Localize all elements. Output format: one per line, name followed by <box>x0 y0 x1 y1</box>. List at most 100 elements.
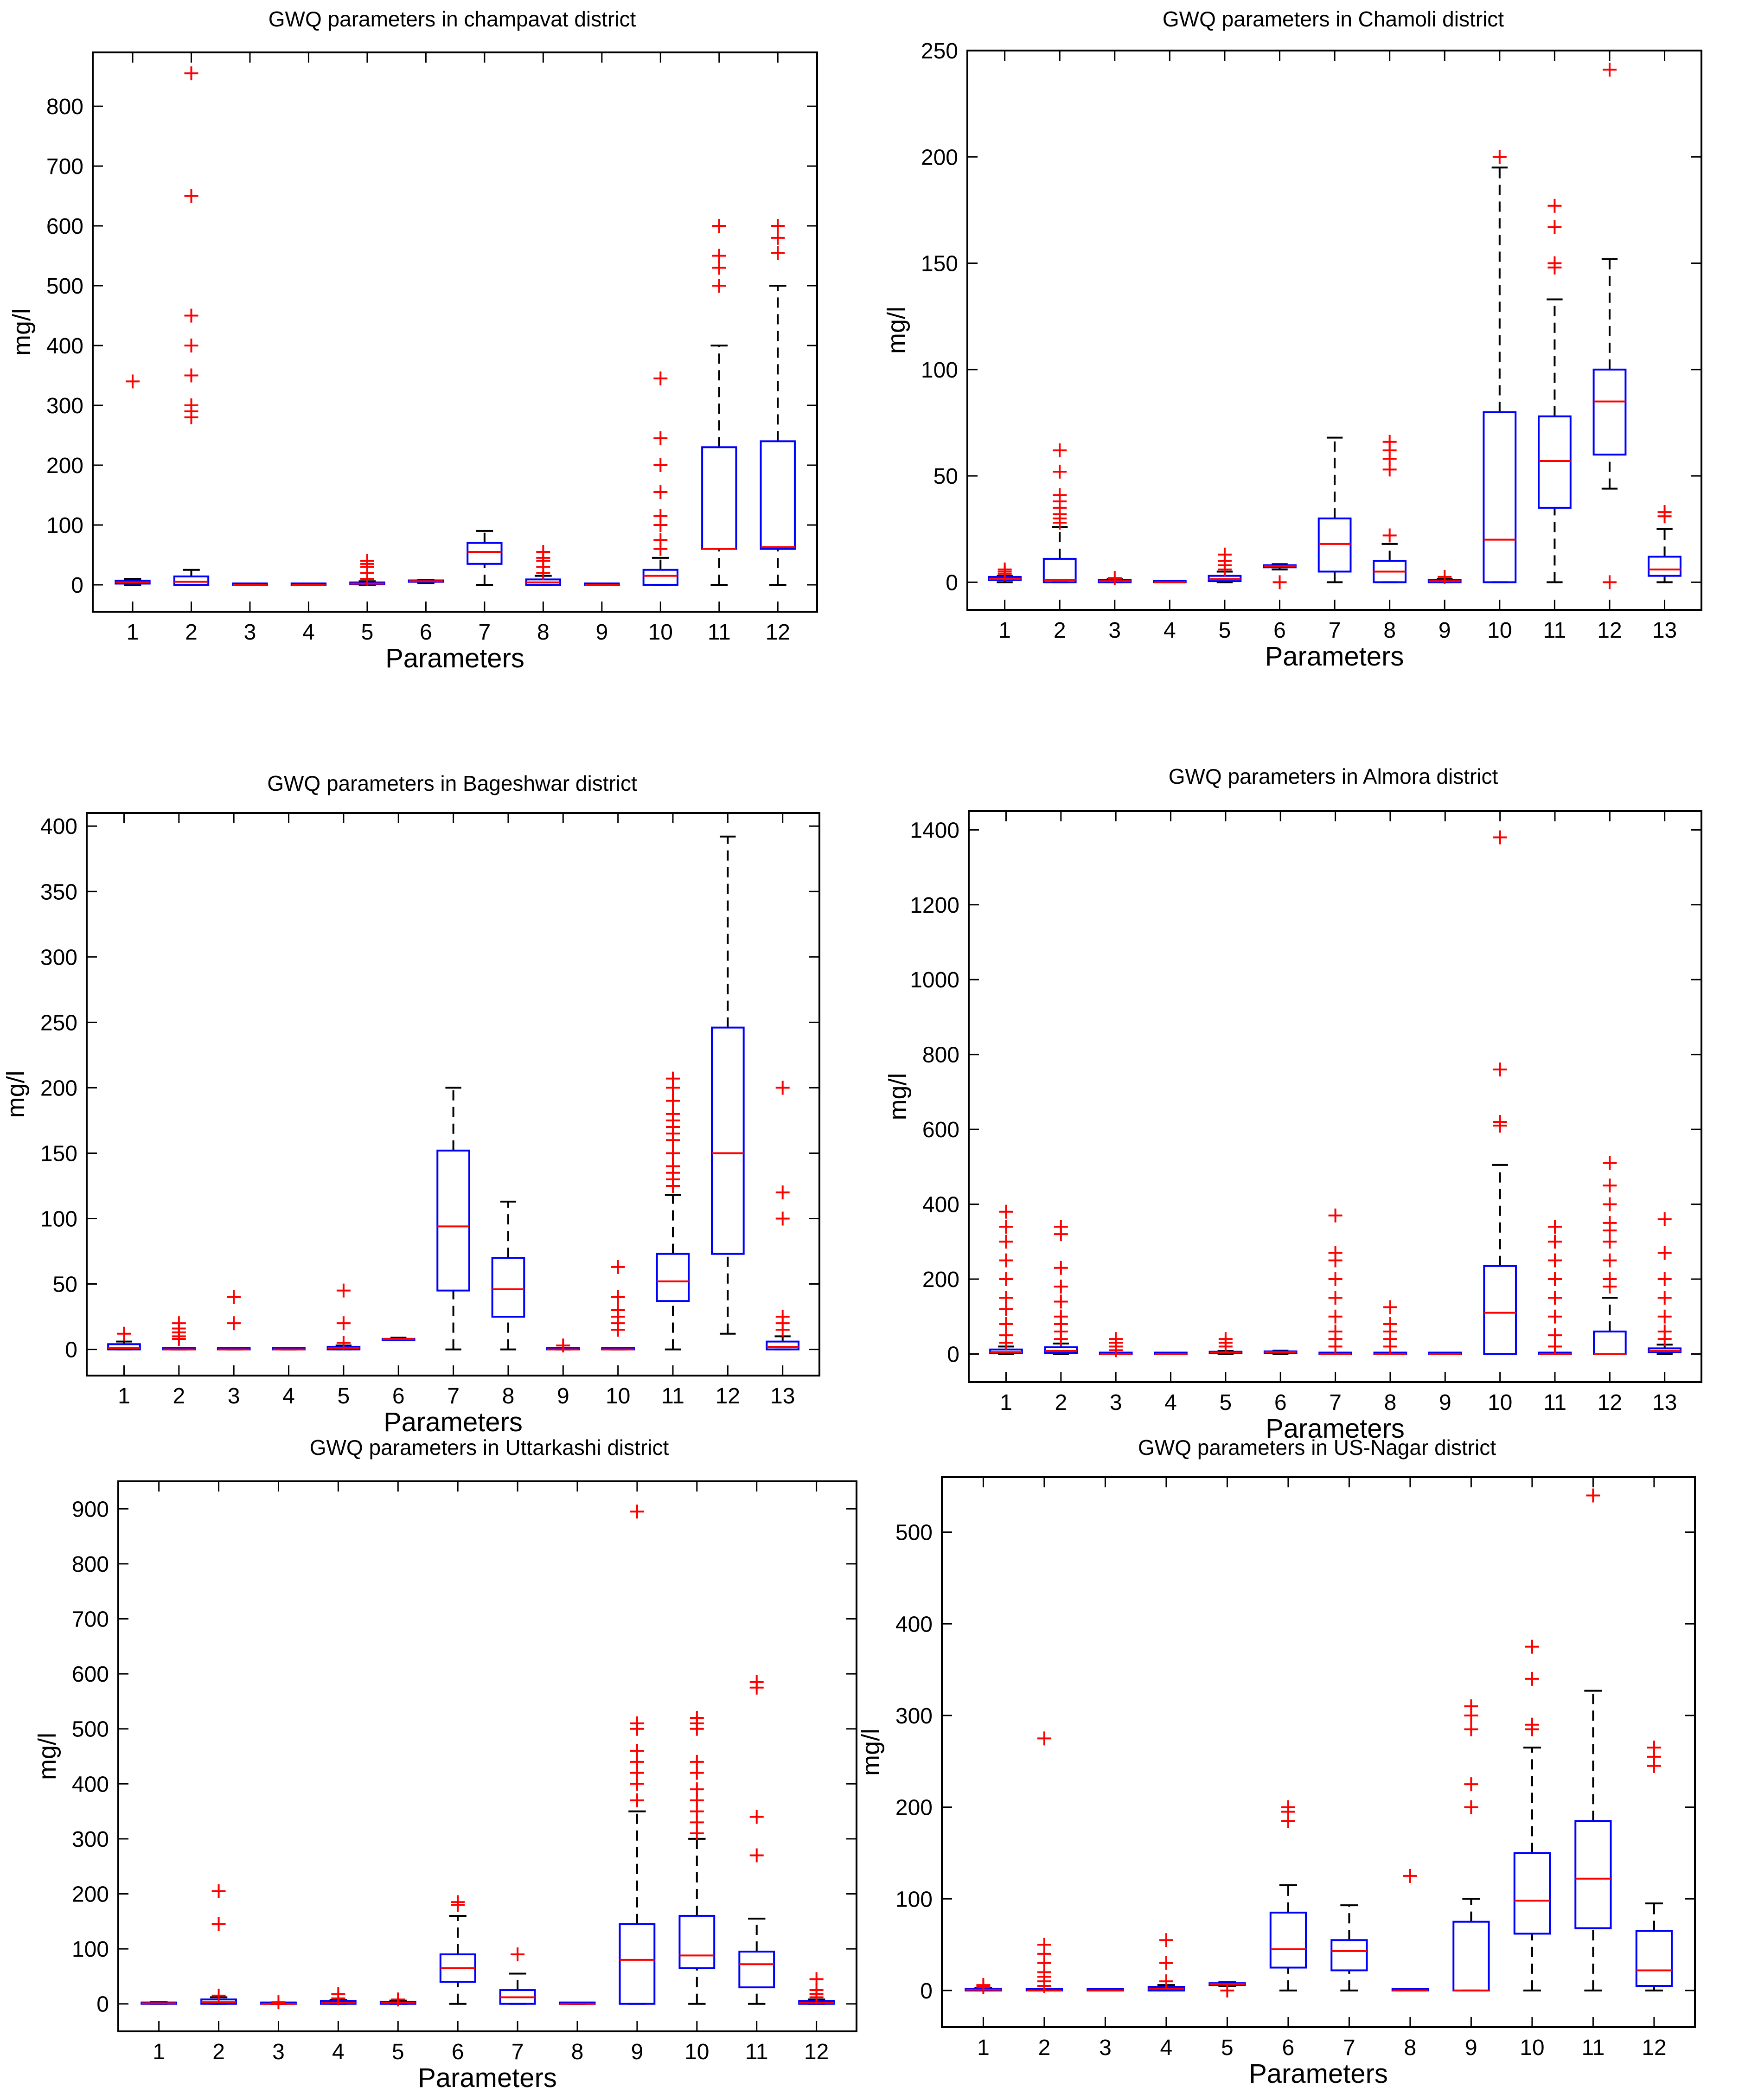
box-param-5 <box>1208 1332 1243 1355</box>
x-tick-label: 7 <box>479 620 491 645</box>
x-tick-label: 11 <box>1543 1390 1566 1415</box>
x-tick-label: 11 <box>1543 618 1566 643</box>
outlier-point <box>775 1310 790 1324</box>
box-param-13 <box>1648 505 1681 583</box>
x-tick-label: 8 <box>1384 1390 1397 1415</box>
y-tick-label: 100 <box>72 1937 109 1962</box>
y-tick-label: 100 <box>895 1887 933 1912</box>
box-param-12 <box>711 835 745 1335</box>
y-tick-label: 300 <box>72 1827 109 1852</box>
x-tick-label: 2 <box>212 2040 225 2064</box>
outlier-point <box>976 1978 991 1992</box>
outlier-point <box>1281 1800 1295 1814</box>
iqr-box <box>1538 415 1572 509</box>
outlier-point <box>1220 1983 1234 1998</box>
chart-2: GWQ parameters in Chamoli district 0 50 100… <box>882 7 1702 672</box>
x-tick-label: 3 <box>228 1384 240 1409</box>
box-param-8 <box>1373 435 1407 583</box>
outlier-point <box>999 1272 1013 1287</box>
box-param-8 <box>1391 1869 1429 1991</box>
box-param-7 <box>1317 436 1352 583</box>
chart-title: GWQ parameters in champavat district <box>269 7 636 31</box>
x-tick-label: 7 <box>511 2040 524 2064</box>
y-tick-label: 400 <box>922 1193 959 1217</box>
box-param-10 <box>1483 830 1517 1355</box>
iqr-box <box>1635 1930 1673 1987</box>
box-param-11 <box>1538 1220 1572 1355</box>
outlier-point <box>1603 1178 1617 1193</box>
outlier-point <box>184 189 198 203</box>
box-param-9 <box>1428 1351 1462 1355</box>
box-param-4 <box>1154 1351 1188 1355</box>
x-tick-label: 2 <box>1055 1390 1067 1415</box>
y-tick-label: 0 <box>920 1979 933 2004</box>
y-tick-label: 150 <box>40 1141 77 1166</box>
outlier-point <box>184 368 198 383</box>
x-tick-label: 7 <box>1329 1390 1342 1415</box>
outlier-point <box>1272 575 1287 589</box>
outlier-point <box>1548 1291 1562 1305</box>
y-tick-label: 0 <box>947 1342 959 1367</box>
y-axis-label: mg/l <box>2 1070 30 1118</box>
outlier-point <box>1547 256 1562 270</box>
outlier-point <box>666 1071 680 1086</box>
box-param-6 <box>1263 1350 1298 1355</box>
box-param-11 <box>701 219 737 586</box>
iqr-box <box>656 1253 690 1302</box>
outlier-point <box>211 1917 226 1931</box>
x-axis-label: Parameters <box>1266 1414 1405 1444</box>
outlier-point <box>1493 830 1507 845</box>
box-param-12 <box>1593 1156 1627 1355</box>
outlier-point <box>1438 570 1452 584</box>
outlier-point <box>630 1793 644 1807</box>
x-axis-label: Parameters <box>385 643 524 673</box>
x-tick-label: 11 <box>1581 2036 1605 2060</box>
x-tick-label: 6 <box>1282 2036 1295 2060</box>
outlier-point <box>997 562 1012 576</box>
box-param-13 <box>766 1081 800 1351</box>
x-tick-label: 11 <box>708 620 731 645</box>
x-tick-label: 9 <box>595 620 608 645</box>
outlier-point <box>536 545 550 559</box>
outlier-point <box>653 509 668 523</box>
y-tick-label: 200 <box>40 1076 77 1101</box>
outlier-point <box>749 1810 764 1824</box>
x-axis-label: Parameters <box>384 1407 523 1437</box>
outlier-point <box>666 1094 680 1108</box>
outlier-point <box>712 261 726 275</box>
iqr-box <box>711 1026 745 1255</box>
x-tick-label: 5 <box>1219 618 1231 643</box>
y-tick-label: 250 <box>921 39 958 64</box>
x-tick-label: 3 <box>1110 1390 1122 1415</box>
outlier-point <box>999 1253 1013 1268</box>
outlier-point <box>1464 1777 1478 1792</box>
y-tick-label: 900 <box>72 1497 109 1522</box>
box-param-10 <box>678 1710 716 2005</box>
y-tick-label: 200 <box>922 1268 959 1292</box>
iqr-box <box>467 542 503 565</box>
box-param-2 <box>173 66 210 586</box>
box-param-2 <box>162 1316 196 1351</box>
outlier-point <box>1493 1062 1507 1076</box>
x-tick-label: 4 <box>332 2040 345 2064</box>
box-param-4 <box>1147 1933 1185 1991</box>
iqr-box <box>1330 1939 1368 1972</box>
outlier-point <box>771 246 785 260</box>
y-axis-label: mg/l <box>857 1729 885 1776</box>
outlier-point <box>1053 443 1067 458</box>
y-axis-label: mg/l <box>884 1073 912 1120</box>
box-param-1 <box>141 2001 178 2005</box>
outlier-point <box>1464 1800 1478 1814</box>
outlier-point <box>1464 1722 1478 1736</box>
box-param-5 <box>1208 547 1242 583</box>
y-tick-label: 500 <box>895 1521 933 1545</box>
outlier-point <box>999 1291 1013 1305</box>
box-param-2 <box>1044 1220 1078 1355</box>
outlier-point <box>1586 1488 1600 1503</box>
outlier-point <box>1603 1156 1617 1170</box>
x-tick-label: 2 <box>185 620 198 645</box>
x-tick-label: 3 <box>272 2040 285 2064</box>
outlier-point <box>1037 1731 1051 1746</box>
box-param-3 <box>1099 1332 1133 1357</box>
y-tick-label: 200 <box>72 1882 109 1907</box>
